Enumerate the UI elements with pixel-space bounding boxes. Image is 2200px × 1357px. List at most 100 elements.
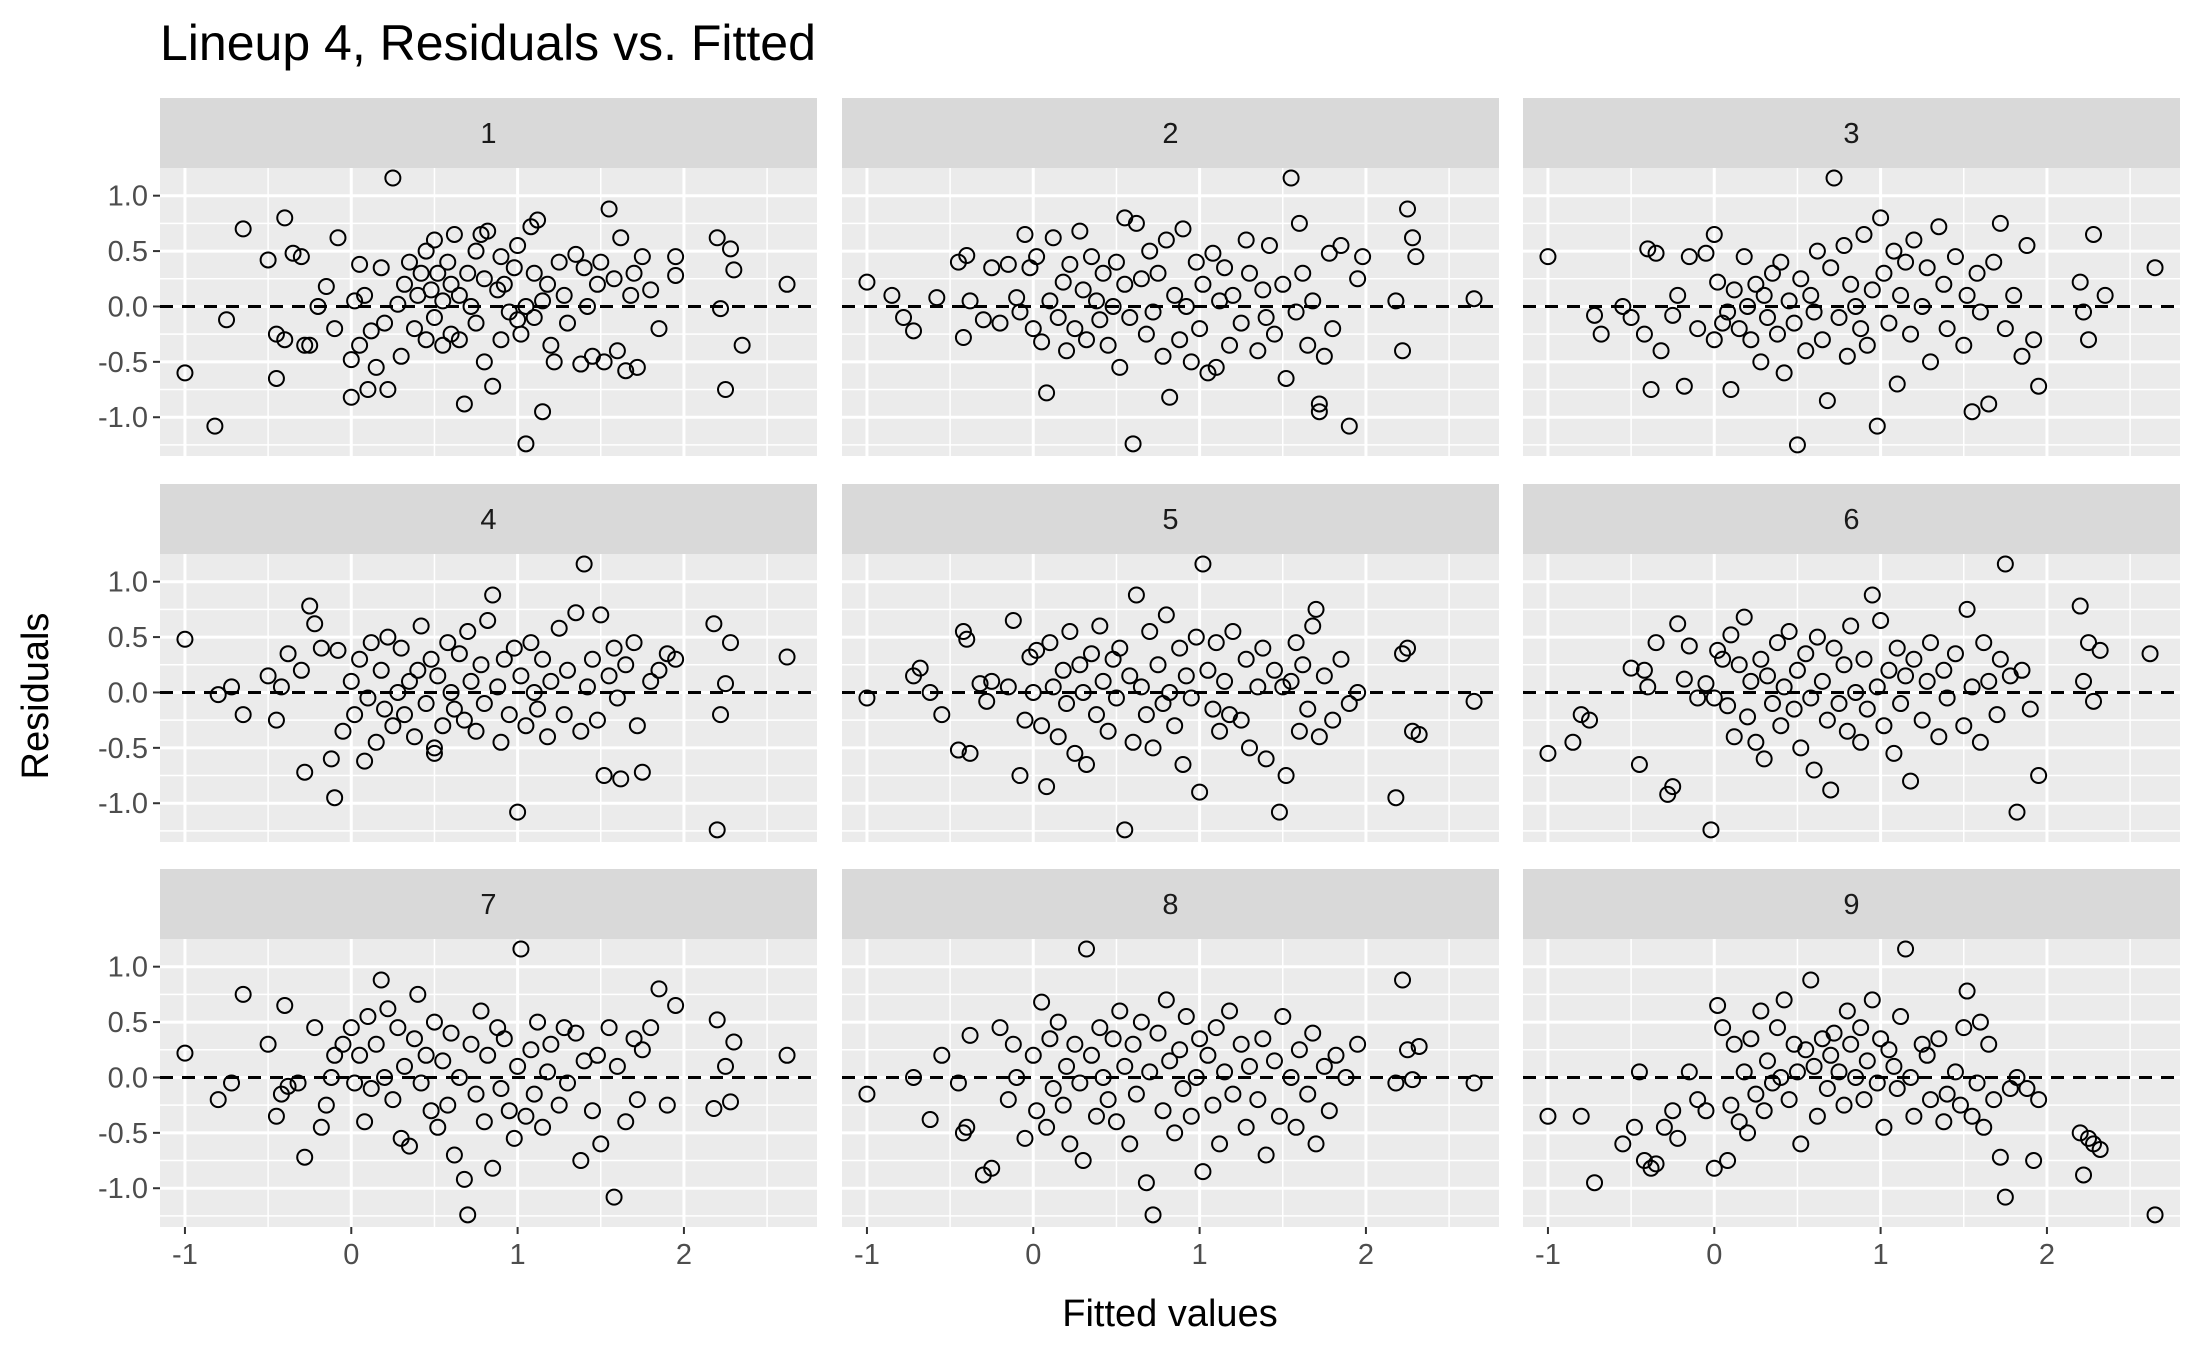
data-point	[500, 706, 518, 724]
data-point	[505, 639, 523, 657]
data-point	[1722, 381, 1740, 399]
data-point	[392, 639, 410, 657]
data-point	[1897, 667, 1915, 685]
data-point	[2030, 377, 2048, 395]
data-point	[422, 281, 440, 299]
data-point	[1237, 231, 1255, 249]
x-tick-label: 2	[2039, 1239, 2055, 1271]
data-point	[1274, 678, 1292, 696]
data-point	[1755, 286, 1773, 304]
data-point	[1116, 821, 1134, 839]
data-point	[949, 1074, 967, 1092]
data-point	[572, 722, 590, 740]
data-point	[442, 683, 460, 701]
data-point	[622, 286, 640, 304]
data-point	[1024, 683, 1042, 701]
data-point	[2013, 347, 2031, 365]
data-point	[445, 700, 463, 718]
data-point	[961, 1026, 979, 1044]
data-point	[1714, 1019, 1732, 1037]
data-point	[539, 1063, 557, 1081]
data-point	[1705, 689, 1723, 707]
data-point	[1755, 750, 1773, 768]
data-point	[1991, 1148, 2009, 1166]
data-point	[1199, 661, 1217, 679]
data-point	[1066, 320, 1084, 338]
data-point	[284, 244, 302, 262]
data-point	[1154, 1102, 1172, 1120]
data-point	[1855, 225, 1873, 243]
data-point	[1154, 347, 1172, 365]
data-point	[484, 1159, 502, 1177]
grid-lines	[160, 168, 817, 456]
data-point	[1132, 1013, 1150, 1031]
data-point	[592, 606, 610, 624]
data-point	[1141, 1063, 1159, 1081]
data-point	[459, 1206, 477, 1224]
data-point	[717, 1057, 735, 1075]
data-point	[1586, 1174, 1604, 1192]
data-point	[1868, 1074, 1886, 1092]
data-point	[475, 353, 493, 371]
data-point	[379, 381, 397, 399]
data-point	[1905, 231, 1923, 249]
data-point	[429, 1118, 447, 1136]
data-point	[1082, 248, 1100, 266]
data-point	[642, 1019, 660, 1037]
data-point	[1270, 803, 1288, 821]
data-point	[1327, 1046, 1345, 1064]
data-point	[1078, 940, 1096, 958]
data-point	[1061, 255, 1079, 273]
data-point	[372, 971, 390, 989]
data-point	[475, 1113, 493, 1131]
x-tick-label: 1	[510, 1239, 526, 1271]
data-point	[1177, 667, 1195, 685]
data-point	[1290, 722, 1308, 740]
data-point	[1739, 297, 1757, 315]
y-tick-label: 1.0	[108, 181, 148, 213]
data-point	[1232, 314, 1250, 332]
data-point	[234, 220, 252, 238]
data-point	[559, 661, 577, 679]
data-point	[442, 275, 460, 293]
data-point	[1260, 237, 1278, 255]
data-point	[921, 683, 939, 701]
data-point	[1875, 1118, 1893, 1136]
data-point	[605, 1188, 623, 1206]
data-points	[1539, 169, 2164, 454]
data-point	[1404, 1071, 1422, 1089]
data-point	[550, 619, 568, 637]
data-point	[2071, 273, 2089, 291]
grid-lines	[160, 554, 817, 842]
data-point	[2005, 286, 2023, 304]
data-point	[376, 700, 394, 718]
data-point	[1310, 728, 1328, 746]
data-point	[1171, 1041, 1189, 1059]
data-point	[1739, 1124, 1757, 1142]
data-point	[1875, 717, 1893, 735]
data-point	[1747, 275, 1765, 293]
data-point	[1061, 1135, 1079, 1153]
data-point	[1714, 650, 1732, 668]
data-point	[1054, 273, 1072, 291]
data-point	[1946, 645, 1964, 663]
data-point	[559, 314, 577, 332]
data-point	[1852, 733, 1870, 751]
data-point	[1872, 209, 1890, 227]
data-point	[1664, 778, 1682, 796]
data-point	[1946, 1063, 1964, 1081]
data-point	[1038, 778, 1056, 796]
data-point	[450, 286, 468, 304]
data-point	[1094, 1068, 1112, 1086]
data-point	[1149, 1024, 1167, 1042]
data-point	[296, 763, 314, 781]
data-point	[425, 739, 443, 757]
data-point	[600, 200, 618, 218]
data-point	[628, 358, 646, 376]
data-point	[326, 1046, 344, 1064]
data-point	[1858, 700, 1876, 718]
data-point	[1033, 717, 1051, 735]
data-point	[1004, 1035, 1022, 1053]
data-point	[1892, 1008, 1910, 1026]
